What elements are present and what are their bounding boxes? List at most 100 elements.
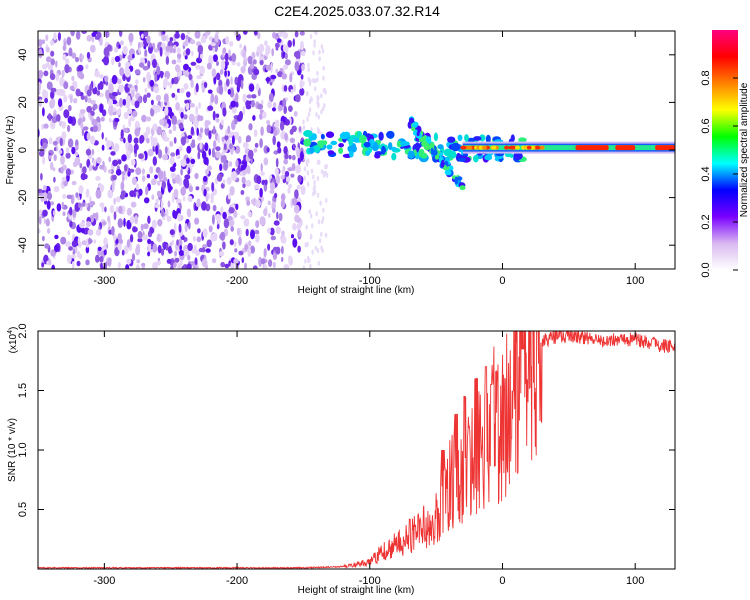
noise-speckle: [47, 113, 52, 122]
noise-speckle: [206, 62, 212, 70]
noise-speckle: [104, 75, 109, 82]
noise-speckle: [171, 115, 177, 125]
signal-dot: [303, 138, 312, 147]
noise-speckle: [78, 253, 83, 260]
noise-speckle: [191, 139, 195, 145]
noise-speckle: [193, 264, 197, 269]
carrier-hot-dot: [467, 145, 473, 150]
noise-speckle: [248, 83, 255, 92]
noise-speckle: [236, 81, 241, 89]
noise-speckle: [134, 215, 138, 225]
noise-speckle: [202, 244, 208, 249]
noise-speckle-faint: [307, 67, 310, 72]
noise-speckle: [130, 98, 136, 106]
signal-dot: [450, 150, 457, 159]
noise-speckle: [267, 243, 271, 251]
noise-speckle: [86, 35, 92, 42]
noise-speckle-faint: [312, 50, 315, 56]
signal-dot: [450, 142, 461, 152]
noise-speckle: [57, 32, 62, 41]
noise-speckle: [44, 243, 50, 249]
noise-speckle: [40, 172, 43, 181]
noise-speckle: [54, 147, 57, 152]
signal-dot: [365, 133, 372, 139]
noise-speckle: [185, 35, 189, 40]
noise-speckle: [108, 117, 112, 123]
noise-speckle: [91, 148, 95, 156]
noise-speckle: [215, 151, 221, 159]
noise-speckle: [197, 44, 204, 54]
noise-speckle: [74, 156, 81, 166]
noise-speckle: [66, 194, 73, 199]
noise-speckle: [268, 259, 273, 267]
noise-speckle: [131, 176, 137, 186]
noise-speckle: [230, 226, 234, 232]
noise-speckle: [242, 49, 247, 59]
noise-speckle: [225, 78, 230, 87]
noise-speckle: [275, 157, 279, 168]
noise-speckle-faint: [313, 42, 316, 48]
noise-speckle: [266, 120, 271, 125]
noise-speckle: [257, 103, 263, 110]
noise-speckle: [134, 69, 141, 75]
snr-series-line: [38, 331, 675, 569]
noise-speckle: [55, 72, 59, 82]
noise-speckle: [75, 88, 81, 97]
noise-speckle: [205, 248, 211, 253]
y-tick-label: 20: [17, 96, 29, 108]
noise-speckle: [112, 174, 117, 181]
noise-speckle: [123, 111, 129, 120]
noise-speckle: [216, 173, 223, 182]
noise-speckle: [278, 31, 283, 38]
noise-speckle: [282, 32, 289, 39]
noise-speckle: [292, 223, 297, 231]
noise-speckle: [161, 248, 165, 256]
noise-speckle: [125, 67, 131, 78]
noise-speckle: [123, 164, 128, 172]
noise-speckle: [168, 129, 173, 134]
noise-speckle: [235, 159, 239, 168]
noise-speckle: [111, 182, 115, 192]
noise-speckle: [284, 53, 288, 60]
noise-speckle: [174, 257, 180, 263]
noise-speckle: [175, 102, 181, 111]
noise-speckle: [135, 191, 139, 196]
noise-speckle-faint: [325, 172, 329, 178]
noise-speckle: [282, 64, 289, 70]
noise-speckle: [126, 219, 132, 230]
noise-speckle: [61, 201, 65, 208]
noise-speckle: [203, 81, 208, 88]
noise-speckle: [49, 40, 55, 46]
noise-speckle-faint: [313, 179, 316, 185]
spiky-feature-dot: [416, 131, 420, 137]
noise-speckle: [53, 154, 57, 161]
noise-speckle: [42, 155, 46, 165]
noise-speckle: [233, 131, 240, 140]
noise-speckle: [242, 141, 249, 149]
noise-speckle: [188, 113, 195, 123]
noise-speckle: [204, 142, 209, 152]
y-tick-label: 2.0: [17, 323, 29, 338]
noise-speckle: [97, 246, 102, 251]
noise-speckle: [89, 83, 93, 93]
noise-speckle: [119, 67, 124, 76]
noise-speckle: [197, 136, 201, 141]
noise-speckle: [283, 85, 288, 92]
noise-speckle-faint: [306, 116, 309, 122]
noise-speckle: [220, 261, 226, 268]
noise-speckle: [190, 158, 196, 164]
noise-speckle: [128, 117, 132, 128]
noise-speckle: [157, 180, 161, 186]
noise-speckle: [218, 250, 225, 257]
y-tick-label: 40: [17, 49, 29, 61]
noise-speckle: [195, 186, 200, 191]
noise-speckle: [71, 180, 77, 186]
carrier-hot-dot: [510, 145, 516, 150]
noise-speckle: [229, 186, 235, 196]
noise-speckle: [121, 249, 125, 256]
colorbar-tick-label: 0.8: [700, 70, 712, 85]
noise-speckle: [167, 185, 173, 191]
noise-speckle: [118, 97, 124, 108]
noise-speckle: [190, 39, 196, 45]
